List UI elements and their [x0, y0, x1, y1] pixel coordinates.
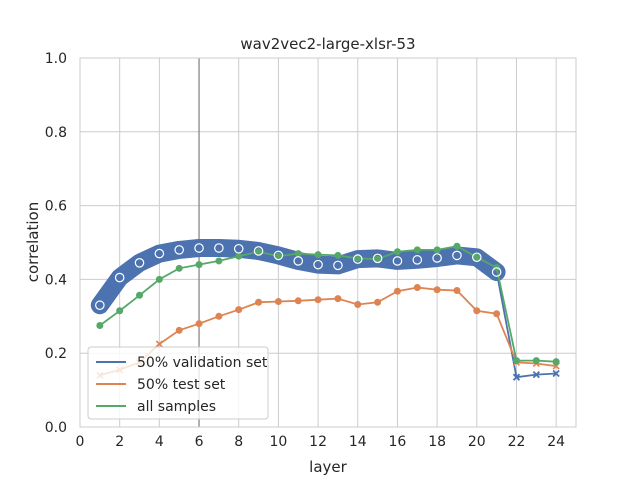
validation-point [452, 250, 462, 261]
test-point [453, 286, 461, 294]
x-tick-label: 14 [349, 434, 367, 450]
validation-point [532, 370, 540, 379]
test-point [314, 296, 322, 304]
validation-point [114, 272, 125, 283]
all-samples-point [433, 246, 441, 254]
all-samples-point [294, 250, 302, 258]
all-samples-point [215, 257, 223, 265]
test-point [255, 298, 263, 306]
y-axis-label: correlation [24, 202, 42, 283]
x-tick-label: 6 [195, 434, 204, 450]
all-samples-point [552, 358, 560, 366]
all-samples-point [413, 246, 421, 254]
y-tick-label: 0.8 [45, 125, 67, 141]
test-point [393, 287, 401, 295]
test-point [334, 295, 342, 303]
y-tick-labels: 0.0 0.2 0.4 0.6 0.8 1.0 [45, 51, 67, 436]
test-point [294, 297, 302, 305]
legend-box [87, 346, 269, 420]
test-point [413, 284, 421, 292]
test-point [155, 340, 163, 348]
validation-point [174, 245, 184, 255]
all-samples-point [274, 252, 282, 260]
test-point [235, 306, 243, 314]
x-tick-label: 12 [309, 434, 327, 450]
series-layer [90, 239, 560, 381]
validation-point [293, 256, 304, 266]
validation-point [214, 243, 224, 253]
test-point [354, 300, 362, 308]
x-tick-label: 2 [115, 434, 124, 450]
all-samples-point [116, 307, 124, 315]
all-samples-point [136, 291, 144, 299]
all-samples-series-line [99, 245, 557, 363]
x-tick-labels: 0 2 4 6 8 10 12 14 16 18 20 22 24 [76, 434, 566, 450]
validation-point [372, 253, 383, 264]
x-tick-label: 0 [76, 434, 85, 450]
all-samples-point [96, 322, 104, 330]
legend: 50% validation set 50% test set all sample… [87, 346, 269, 420]
x-tick-label: 16 [389, 434, 407, 450]
y-tick-label: 0.2 [45, 346, 67, 362]
x-tick-label: 20 [468, 434, 486, 450]
y-tick-label: 0.0 [45, 420, 67, 436]
x-tick-label: 22 [508, 434, 526, 450]
validation-point [352, 254, 363, 264]
validation-point [253, 246, 264, 256]
legend-label: all samples [137, 399, 216, 415]
all-samples-point [393, 248, 401, 256]
validation-point [95, 300, 105, 311]
validation-point [552, 369, 560, 378]
validation-point [194, 243, 204, 253]
y-tick-label: 1.0 [45, 51, 67, 67]
x-axis-label: layer [309, 458, 347, 476]
x-tick-label: 10 [269, 434, 287, 450]
validation-point [273, 250, 284, 261]
x-tick-label: 4 [155, 434, 164, 450]
validation-point [333, 260, 343, 271]
validation-point [154, 248, 165, 259]
all-samples-point [155, 275, 163, 283]
x-tick-label: 24 [547, 434, 565, 450]
validation-point [432, 253, 442, 263]
validation-point [471, 252, 482, 263]
validation-point [491, 267, 502, 277]
legend-label: 50% validation set [137, 355, 268, 371]
validation-point [392, 256, 403, 266]
x-tick-label: 18 [428, 434, 446, 450]
all-samples-point [255, 248, 263, 256]
all-samples-point [334, 251, 342, 259]
test-point [274, 298, 282, 306]
validation-point [512, 373, 521, 381]
test-point [215, 312, 223, 320]
validation-point [313, 259, 323, 270]
validation-point [412, 255, 423, 265]
all-samples-point [473, 253, 481, 261]
test-point [175, 326, 183, 334]
validation-point [134, 257, 145, 268]
test-point [374, 298, 382, 306]
chart-title: wav2vec2-large-xlsr-53 [240, 35, 415, 53]
test-point [195, 320, 203, 328]
all-samples-point [374, 255, 382, 263]
all-samples-point [175, 264, 183, 272]
all-samples-point [532, 357, 540, 365]
all-samples-point [314, 251, 322, 259]
test-point [433, 286, 441, 294]
test-point [493, 310, 501, 318]
all-samples-point [453, 242, 461, 250]
all-samples-point [354, 254, 362, 262]
validation-point [233, 243, 244, 254]
all-samples-point [235, 252, 243, 260]
y-tick-label: 0.4 [45, 272, 67, 288]
all-samples-point [195, 261, 203, 269]
x-tick-label: 8 [234, 434, 243, 450]
y-tick-label: 0.6 [45, 199, 67, 215]
all-samples-point [512, 357, 520, 365]
legend-label: 50% test set [137, 377, 226, 393]
test-point [473, 307, 481, 315]
plot-frame [79, 57, 577, 428]
